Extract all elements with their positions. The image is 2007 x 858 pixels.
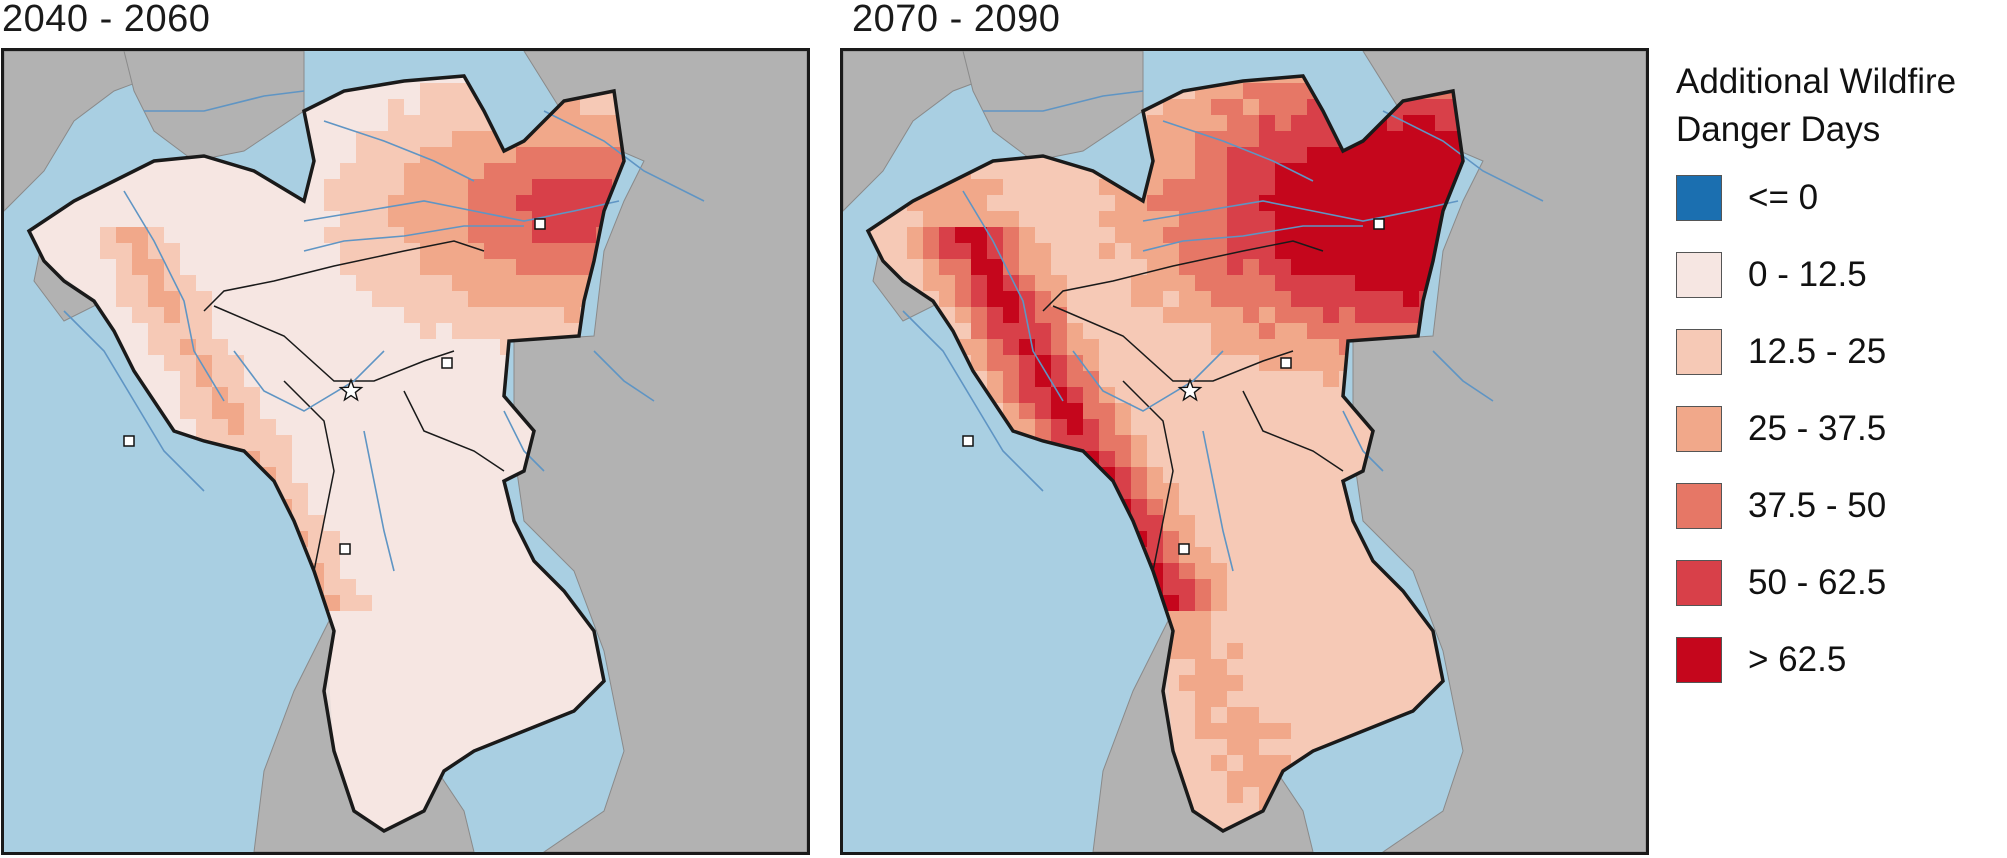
- river: [503, 410, 545, 472]
- river: [233, 350, 385, 412]
- legend: Additional Wildfire Danger Days <= 0 0 - …: [1676, 58, 2007, 713]
- river: [983, 90, 1144, 112]
- internal-border: [1242, 390, 1344, 472]
- river: [902, 310, 1044, 492]
- city-marker: [962, 435, 974, 447]
- legend-swatch: [1676, 483, 1722, 529]
- legend-item: 25 - 37.5: [1676, 405, 2007, 453]
- river: [363, 430, 395, 572]
- city-marker: [1280, 357, 1292, 369]
- city-marker: [123, 435, 135, 447]
- legend-swatch: [1676, 637, 1722, 683]
- legend-item: 0 - 12.5: [1676, 251, 2007, 299]
- river: [303, 200, 620, 222]
- legend-swatch: [1676, 560, 1722, 606]
- internal-border: [403, 390, 505, 472]
- legend-item: > 62.5: [1676, 636, 2007, 684]
- legend-item: 12.5 - 25: [1676, 328, 2007, 376]
- river: [123, 190, 225, 402]
- river: [303, 225, 524, 252]
- legend-swatch: [1676, 252, 1722, 298]
- panel-title-2040-2060: 2040 - 2060: [2, 0, 211, 40]
- legend-items: <= 0 0 - 12.5 12.5 - 25 25 - 37.5 37.5 - 50 5…: [1676, 174, 2007, 684]
- legend-swatch: [1676, 406, 1722, 452]
- legend-title: Additional Wildfire Danger Days: [1676, 58, 2007, 154]
- neighbor-land: [513, 51, 807, 852]
- legend-swatch: [1676, 175, 1722, 221]
- map-panel-2040-2060: [1, 48, 810, 855]
- country-border: [26, 74, 626, 834]
- neighbor-land: [1352, 51, 1646, 852]
- river: [593, 350, 655, 402]
- city-marker: [1373, 218, 1385, 230]
- river: [63, 310, 205, 492]
- internal-border: [203, 240, 485, 312]
- legend-label: 50 - 62.5: [1748, 563, 1887, 602]
- internal-border: [1042, 240, 1324, 312]
- capital-star-icon: [1177, 377, 1203, 402]
- city-marker: [1178, 543, 1190, 555]
- river: [144, 90, 305, 112]
- river: [1142, 225, 1363, 252]
- legend-label: 37.5 - 50: [1748, 486, 1887, 525]
- river: [1202, 430, 1234, 572]
- river: [1342, 410, 1384, 472]
- legend-title-line1: Additional Wildfire: [1676, 62, 1957, 101]
- legend-label: 0 - 12.5: [1748, 255, 1867, 294]
- legend-item: <= 0: [1676, 174, 2007, 222]
- city-marker: [441, 357, 453, 369]
- legend-title-line2: Danger Days: [1676, 110, 1881, 149]
- country-border: [865, 74, 1465, 834]
- neighbor-land: [123, 51, 305, 162]
- map-2070-2090: [843, 51, 1646, 852]
- legend-swatch: [1676, 329, 1722, 375]
- river: [1432, 350, 1494, 402]
- river: [1162, 120, 1314, 182]
- river: [962, 190, 1064, 402]
- legend-item: 37.5 - 50: [1676, 482, 2007, 530]
- neighbor-land: [962, 51, 1144, 162]
- map-panel-2070-2090: [840, 48, 1649, 855]
- legend-label: 25 - 37.5: [1748, 409, 1887, 448]
- legend-label: > 62.5: [1748, 640, 1847, 679]
- city-marker: [339, 543, 351, 555]
- city-marker: [534, 218, 546, 230]
- map-2040-2060: [4, 51, 807, 852]
- legend-label: <= 0: [1748, 178, 1819, 217]
- legend-item: 50 - 62.5: [1676, 559, 2007, 607]
- river: [1072, 350, 1224, 412]
- capital-star-icon: [338, 377, 364, 402]
- river: [323, 120, 475, 182]
- panel-title-2070-2090: 2070 - 2090: [852, 0, 1061, 40]
- river: [1142, 200, 1459, 222]
- legend-label: 12.5 - 25: [1748, 332, 1887, 371]
